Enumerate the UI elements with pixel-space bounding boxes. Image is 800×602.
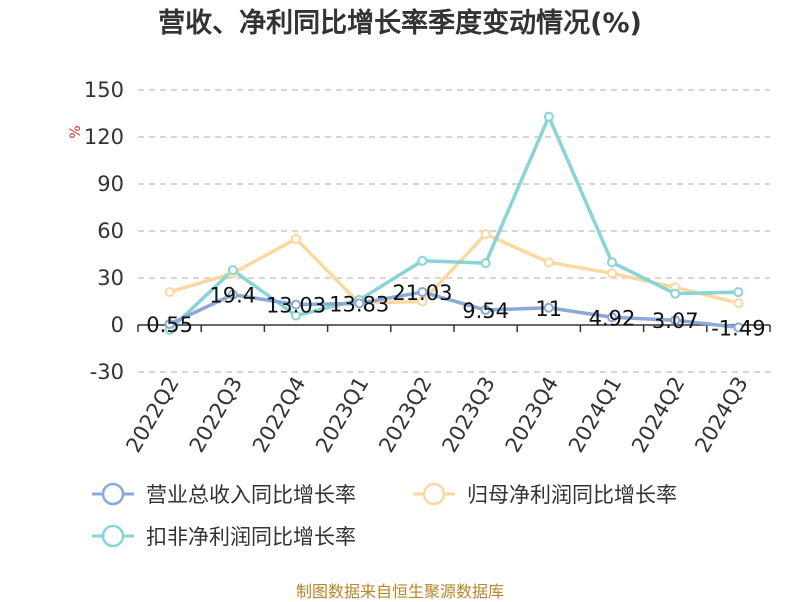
data-point	[164, 319, 175, 330]
legend-item[interactable]: 扣非净利润同比增长率	[92, 524, 356, 549]
x-tick-label: 2022Q3	[185, 373, 247, 457]
data-point	[417, 287, 428, 298]
data-label: 4.92	[589, 306, 636, 330]
series-line	[168, 114, 739, 331]
data-point	[417, 296, 428, 307]
data-point	[227, 265, 238, 276]
data-point	[354, 298, 365, 309]
data-point	[543, 111, 554, 122]
legend-label: 扣非净利润同比增长率	[146, 525, 356, 549]
data-point	[733, 322, 744, 333]
y-tick-label: 150	[84, 78, 124, 102]
legend-label: 营业总收入同比增长率	[146, 483, 356, 507]
data-label: 13.03	[266, 294, 326, 318]
x-tick-label: 2023Q2	[374, 373, 436, 457]
data-label: 3.07	[652, 309, 699, 333]
y-axis: -30 0 30 60 90 120 150%	[68, 78, 124, 384]
y-tick-label: 90	[97, 172, 124, 196]
x-tick-label: 2022Q4	[248, 373, 310, 457]
data-point	[733, 287, 744, 298]
legend-item[interactable]: 营业总收入同比增长率	[92, 482, 356, 507]
series-line	[168, 290, 739, 330]
y-tick-label: 0	[111, 313, 124, 337]
data-point	[543, 302, 554, 313]
data-label: 0.55	[146, 313, 193, 337]
data-point	[607, 268, 617, 279]
y-tick-label: 30	[97, 266, 124, 290]
legend-label: 归母净利润同比增长率	[467, 483, 677, 507]
data-label: 11	[535, 297, 562, 321]
data-point	[480, 258, 491, 269]
data-label: 13.83	[329, 292, 389, 316]
legend-marker	[101, 524, 125, 548]
x-tick-label: 2024Q3	[690, 373, 752, 457]
data-point	[164, 287, 175, 298]
data-label: 9.54	[462, 299, 509, 323]
data-point	[417, 255, 428, 266]
chart-title: 营收、净利同比增长率季度变动情况(%)	[158, 7, 642, 39]
source-note: 制图数据来自恒生聚源数据库	[295, 582, 504, 601]
x-tick-label: 2024Q1	[564, 373, 626, 457]
y-axis-unit: %	[68, 125, 84, 138]
x-tick-label: 2023Q3	[437, 372, 499, 456]
legend-marker	[101, 482, 125, 506]
data-point	[480, 229, 491, 240]
data-point	[543, 257, 554, 268]
data-point	[480, 305, 491, 316]
data-point	[607, 312, 617, 323]
x-tick-label: 2022Q2	[121, 373, 183, 457]
data-label: 19.4	[209, 284, 256, 308]
data-point	[670, 315, 681, 326]
x-tick-label: 2024Q2	[627, 373, 689, 457]
y-tick-label: -30	[90, 360, 124, 384]
series-line	[169, 232, 739, 305]
data-point	[291, 299, 301, 310]
data-label: 21.03	[392, 281, 452, 305]
data-point	[227, 289, 238, 300]
data-point	[607, 257, 617, 268]
data-point	[291, 233, 301, 244]
legend-item[interactable]: 归母净利润同比增长率	[413, 482, 677, 507]
legend-marker	[422, 482, 446, 506]
y-tick-label: 120	[84, 125, 124, 149]
data-point	[291, 310, 301, 321]
y-tick-label: 60	[97, 219, 124, 243]
data-point	[733, 298, 744, 309]
data-point	[670, 288, 681, 299]
series-layer	[164, 111, 744, 335]
x-tick-label: 2023Q1	[311, 373, 373, 457]
data-label: -1.49	[711, 316, 765, 340]
x-axis: 2022Q2 2022Q3 2022Q4 2023Q1 2023Q2 2023Q3 2023…	[121, 324, 771, 457]
data-labels: 0.55 19.4 13.03 13.83 21.03 9.54 11 4.92 3.07 -1.…	[146, 281, 765, 340]
x-tick-label: 2023Q4	[501, 373, 563, 457]
